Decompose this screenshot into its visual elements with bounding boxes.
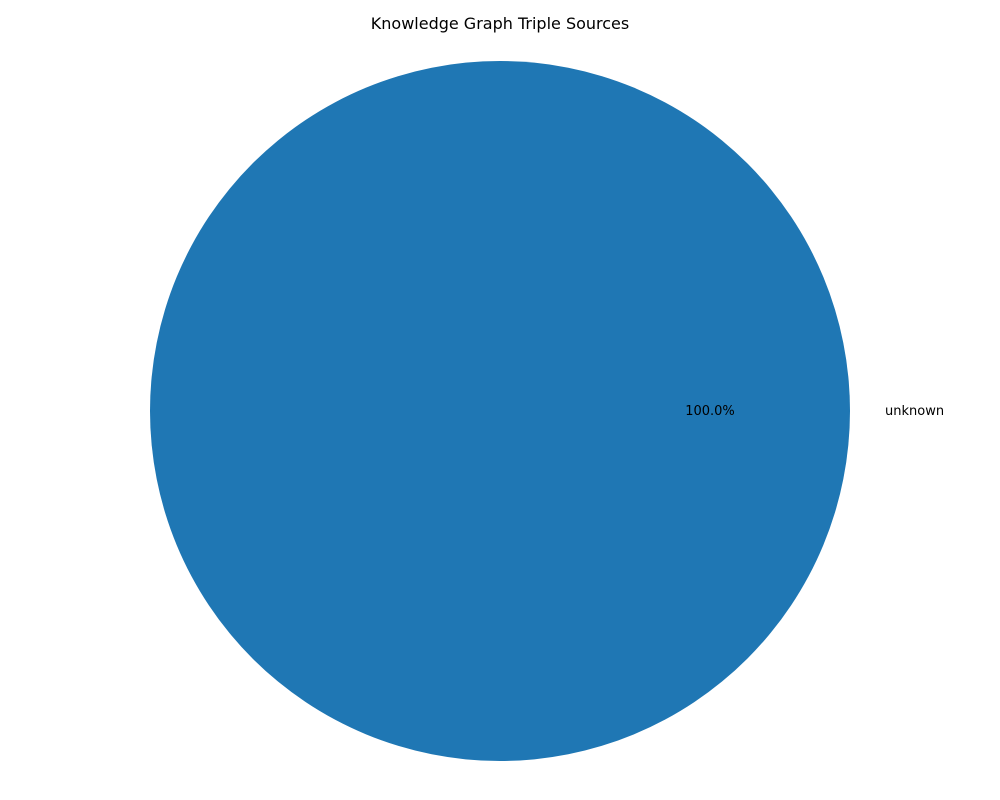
chart-title: Knowledge Graph Triple Sources: [371, 14, 629, 33]
slice-pct-label-unknown: 100.0%: [685, 404, 735, 419]
slice-label-unknown: unknown: [885, 404, 944, 419]
pie-labels: unknown 100.0%: [685, 404, 944, 419]
pie-slices: [150, 61, 850, 761]
pie-slice-unknown: [150, 61, 850, 761]
